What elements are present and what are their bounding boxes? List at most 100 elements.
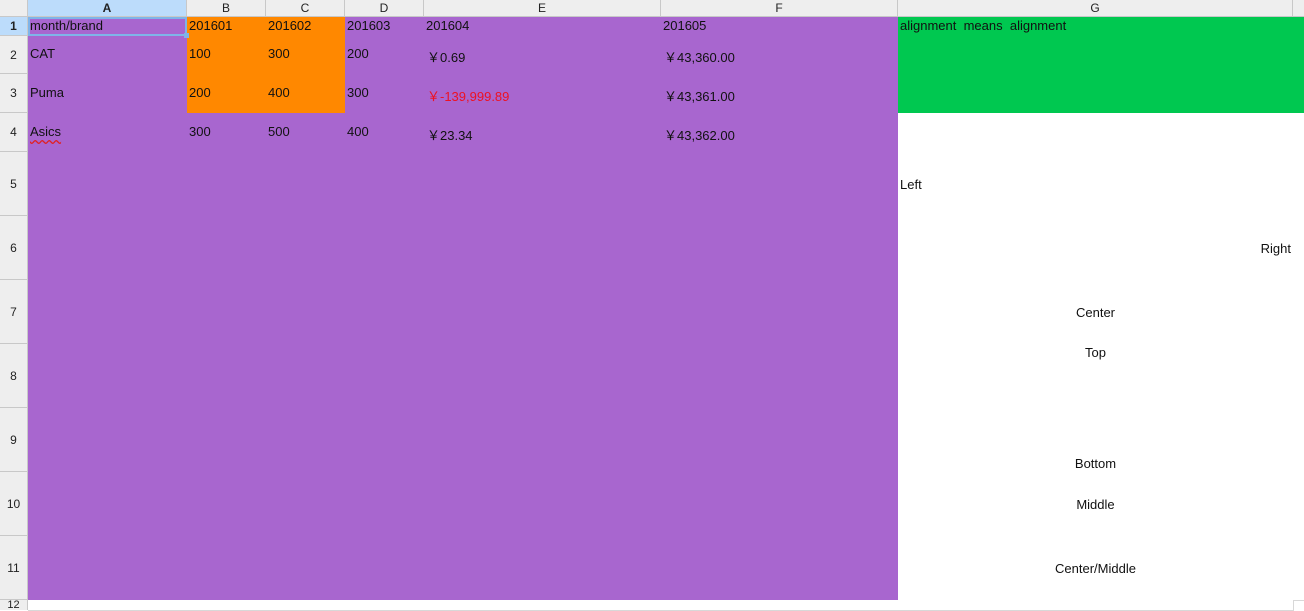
- cell-g6-text: Right: [1260, 240, 1291, 256]
- row-header-10[interactable]: 10: [0, 472, 28, 536]
- row-header-9[interactable]: 9: [0, 408, 28, 472]
- cell-h10[interactable]: [1293, 472, 1304, 537]
- cell-e4-text: ￥23.34: [427, 128, 473, 143]
- select-all-corner[interactable]: [0, 0, 28, 17]
- cell-g4[interactable]: [898, 113, 1294, 153]
- column-header-d[interactable]: D: [345, 0, 424, 17]
- cell-b4[interactable]: 300: [187, 113, 266, 152]
- cell-h11[interactable]: [1293, 536, 1304, 601]
- cell-g7-bg[interactable]: [898, 280, 1294, 345]
- cell-d1-text: 201603: [347, 18, 391, 33]
- row-header-5[interactable]: 5: [0, 152, 28, 216]
- cell-e3[interactable]: ￥-139,999.89: [424, 74, 661, 113]
- cell-b1-text: 201601: [189, 18, 233, 33]
- cell-g9[interactable]: Bottom: [898, 408, 1293, 472]
- cell-b12[interactable]: [187, 600, 267, 611]
- row-header-3[interactable]: 3: [0, 74, 28, 113]
- cell-f2[interactable]: ￥43,360.00: [661, 36, 898, 74]
- cell-b2[interactable]: 100: [187, 36, 266, 74]
- cell-g10[interactable]: Middle: [898, 472, 1293, 536]
- cell-e4[interactable]: ￥23.34: [424, 113, 661, 152]
- cell-f1-text: 201605: [663, 18, 707, 33]
- cell-a4-text: Asics: [30, 124, 62, 139]
- cell-a12[interactable]: [28, 600, 188, 611]
- cell-h9[interactable]: [1293, 408, 1304, 473]
- column-header-g[interactable]: G: [898, 0, 1293, 17]
- cell-c1-text: 201602: [268, 18, 312, 33]
- cell-c3-text: 400: [268, 85, 290, 100]
- cell-g12[interactable]: [898, 600, 1294, 611]
- cell-c1[interactable]: 201602: [266, 17, 345, 36]
- cell-d2[interactable]: 200: [345, 36, 424, 74]
- cell-g8-bg[interactable]: [898, 344, 1294, 409]
- cell-g9-bg[interactable]: [898, 408, 1294, 473]
- cell-a4[interactable]: Asics: [28, 113, 187, 152]
- cell-c2-text: 300: [268, 46, 290, 61]
- cell-f12[interactable]: [661, 600, 899, 611]
- cell-e1[interactable]: 201604: [424, 17, 661, 36]
- column-header-c[interactable]: C: [266, 0, 345, 17]
- cell-g9-text: Bottom: [1074, 456, 1117, 471]
- cell-d1[interactable]: 201603: [345, 17, 424, 36]
- cell-e12[interactable]: [424, 600, 662, 611]
- cell-g8-text: Top: [1085, 345, 1106, 360]
- cell-f2-text: ￥43,360.00: [664, 50, 735, 65]
- cell-g5[interactable]: Left: [898, 152, 1293, 216]
- cell-c12[interactable]: [266, 600, 346, 611]
- cell-b4-text: 300: [189, 124, 211, 139]
- cell-g6[interactable]: Right: [898, 216, 1293, 280]
- row-header-1[interactable]: 1: [0, 17, 28, 36]
- cell-h7[interactable]: [1293, 280, 1304, 345]
- cell-b3[interactable]: 200: [187, 74, 266, 113]
- column-header-h[interactable]: [1293, 0, 1304, 17]
- cell-b2-text: 100: [189, 46, 211, 61]
- cell-g11-bg[interactable]: [898, 536, 1294, 601]
- row-header-8[interactable]: 8: [0, 344, 28, 408]
- column-header-a[interactable]: A: [28, 0, 187, 17]
- cell-b1[interactable]: 201601: [187, 17, 266, 36]
- row-header-7[interactable]: 7: [0, 280, 28, 344]
- cell-d3[interactable]: 300: [345, 74, 424, 113]
- row-header-12-label: 12: [7, 600, 20, 610]
- cell-a1[interactable]: month/brand: [28, 17, 187, 36]
- column-header-f[interactable]: F: [661, 0, 898, 17]
- cell-d2-text: 200: [347, 46, 369, 61]
- cell-e1-text: 201604: [426, 18, 470, 33]
- cell-c3[interactable]: 400: [266, 74, 345, 113]
- cell-g6-bg[interactable]: [898, 216, 1294, 281]
- cell-a1-text: month/brand: [30, 18, 103, 33]
- cell-h4[interactable]: [1293, 113, 1304, 153]
- cell-d4[interactable]: 400: [345, 113, 424, 152]
- cell-h5[interactable]: [1293, 152, 1304, 217]
- cell-a3[interactable]: Puma: [28, 74, 187, 113]
- cell-a2[interactable]: CAT: [28, 36, 187, 74]
- cell-a2-text: CAT: [30, 46, 56, 61]
- cell-g11[interactable]: Center/Middle: [898, 536, 1293, 600]
- column-header-b[interactable]: B: [187, 0, 266, 17]
- row-header-4[interactable]: 4: [0, 113, 28, 152]
- column-header-e[interactable]: E: [424, 0, 661, 17]
- cell-c4[interactable]: 500: [266, 113, 345, 152]
- cell-g7[interactable]: Center: [898, 280, 1293, 344]
- cell-d12[interactable]: [345, 600, 425, 611]
- cell-h8[interactable]: [1293, 344, 1304, 409]
- cell-f4[interactable]: ￥43,362.00: [661, 113, 898, 152]
- cell-g1-text: alignment means alignment: [900, 18, 1067, 33]
- cell-h6[interactable]: [1293, 216, 1304, 281]
- cell-c2[interactable]: 300: [266, 36, 345, 74]
- row-header-12[interactable]: 12: [0, 600, 28, 610]
- cell-f3[interactable]: ￥43,361.00: [661, 74, 898, 113]
- row-header-2[interactable]: 2: [0, 36, 28, 74]
- cell-f1[interactable]: 201605: [661, 17, 898, 36]
- cell-g11-text: Center/Middle: [1055, 560, 1136, 576]
- row-header-6[interactable]: 6: [0, 216, 28, 280]
- cell-g1[interactable]: alignment means alignment: [898, 17, 1293, 36]
- cell-g8[interactable]: Top: [898, 344, 1293, 408]
- cell-c4-text: 500: [268, 124, 290, 139]
- cell-d4-text: 400: [347, 124, 369, 139]
- purple-fill-range: [28, 17, 898, 600]
- green-fill-range: [898, 17, 1304, 113]
- row-header-11[interactable]: 11: [0, 536, 28, 600]
- cell-e2[interactable]: ￥0.69: [424, 36, 661, 74]
